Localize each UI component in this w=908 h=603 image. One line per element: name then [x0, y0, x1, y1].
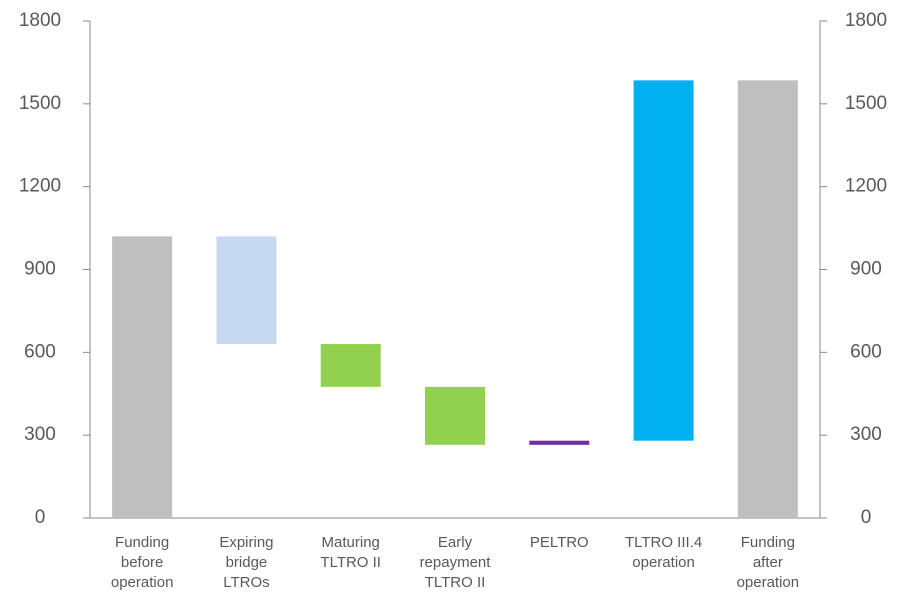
x-tick-label: operation — [632, 554, 695, 571]
x-tick-label: before — [121, 554, 164, 571]
y2-tick-label: 1800 — [845, 10, 887, 31]
y2-tick-label: 0 — [861, 507, 872, 528]
y-tick-label: 1200 — [19, 176, 61, 197]
y2-tick-label: 300 — [850, 424, 882, 445]
bar — [112, 236, 173, 518]
bar — [425, 386, 485, 445]
y-tick-label: 1500 — [19, 93, 61, 114]
x-tick-label: Early — [438, 534, 473, 551]
bar — [216, 236, 277, 345]
x-tick-label: after — [753, 554, 783, 571]
bar — [737, 80, 798, 518]
x-tick-label: Expiring — [219, 534, 273, 551]
y2-tick-label: 1500 — [845, 93, 887, 114]
y2-tick-label: 600 — [850, 341, 882, 362]
x-tick-label: TLTRO III.4 — [625, 534, 702, 551]
x-tick-label: repayment — [420, 554, 492, 571]
x-tick-label: TLTRO II — [320, 554, 381, 571]
x-tick-label: bridge — [226, 554, 268, 571]
x-tick-label: LTROs — [223, 574, 269, 591]
y-tick-label: 0 — [35, 507, 46, 528]
y-tick-label: 300 — [24, 424, 56, 445]
x-tick-label: operation — [111, 574, 174, 591]
y-tick-label: 900 — [24, 259, 56, 280]
bar — [320, 344, 381, 387]
x-tick-label: PELTRO — [530, 534, 589, 551]
y-tick-label: 600 — [24, 341, 56, 362]
y-tick-label: 1800 — [19, 10, 61, 31]
bar — [633, 80, 694, 441]
bar — [529, 440, 590, 445]
x-tick-label: Maturing — [322, 534, 380, 551]
x-tick-label: Funding — [741, 534, 795, 551]
y2-tick-label: 900 — [850, 259, 882, 280]
x-tick-label: TLTRO II — [425, 574, 486, 591]
x-tick-label: Funding — [115, 534, 169, 551]
x-tick-label: operation — [737, 574, 800, 591]
y2-tick-label: 1200 — [845, 176, 887, 197]
